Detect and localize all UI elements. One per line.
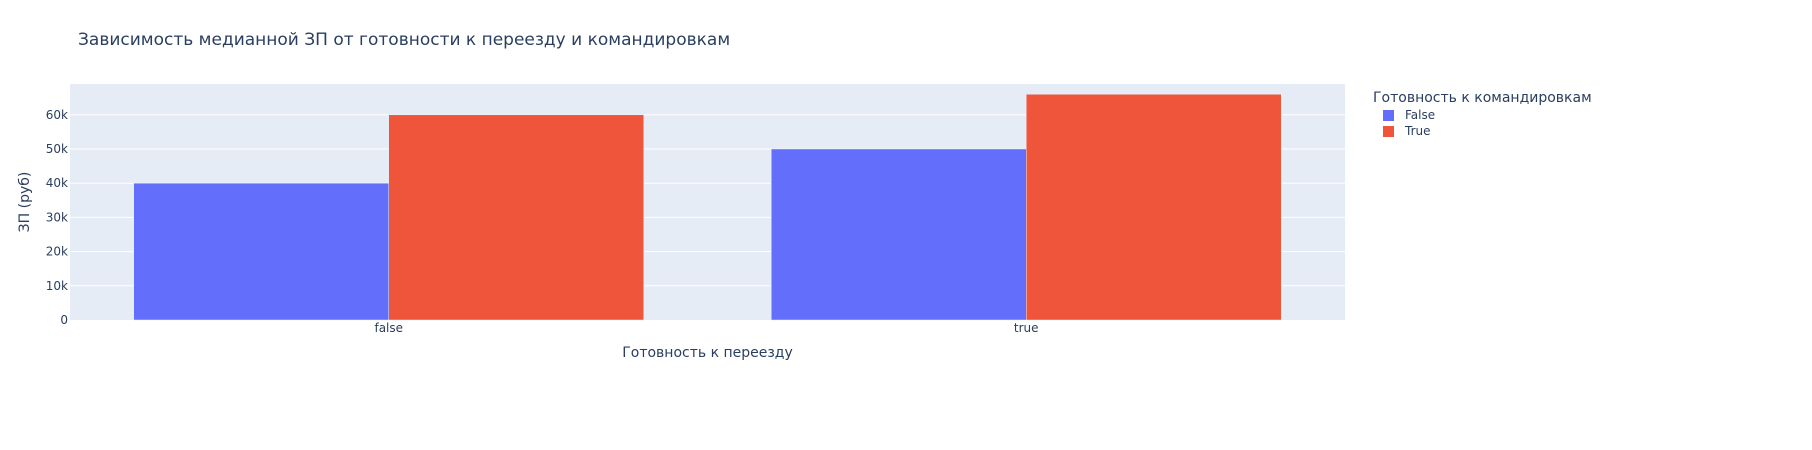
y-axis-ticks: 0 10k 20k 30k 40k 50k 60k xyxy=(46,108,68,327)
y-tick-label: 40k xyxy=(46,176,68,190)
legend-swatch-true[interactable] xyxy=(1383,126,1394,137)
bar-true-false[interactable] xyxy=(388,114,644,321)
legend-title: Готовность к командировкам xyxy=(1373,90,1592,106)
legend-swatch-false[interactable] xyxy=(1383,110,1394,121)
bars xyxy=(133,94,1282,321)
chart-title: Зависимость медианной ЗП от готовности к… xyxy=(78,30,730,50)
y-tick-label: 60k xyxy=(46,108,68,122)
y-tick-label: 30k xyxy=(46,210,68,224)
legend: Готовность к командировкам False True xyxy=(1373,90,1592,138)
x-tick-label: true xyxy=(1014,321,1039,335)
x-axis-ticks: false true xyxy=(374,321,1038,335)
y-tick-label: 20k xyxy=(46,245,68,259)
legend-label-false[interactable]: False xyxy=(1405,108,1435,122)
bar-false-true[interactable] xyxy=(771,148,1027,321)
bar-true-true[interactable] xyxy=(1026,94,1282,321)
legend-label-true[interactable]: True xyxy=(1404,124,1431,138)
y-tick-label: 10k xyxy=(46,279,68,293)
x-tick-label: false xyxy=(374,321,403,335)
y-axis-title: ЗП (руб) xyxy=(17,172,33,233)
bar-false-false[interactable] xyxy=(133,182,389,321)
legend-items: False True xyxy=(1383,108,1435,138)
y-tick-label: 0 xyxy=(60,313,68,327)
x-axis-title: Готовность к переезду xyxy=(622,345,793,361)
y-tick-label: 50k xyxy=(46,142,68,156)
